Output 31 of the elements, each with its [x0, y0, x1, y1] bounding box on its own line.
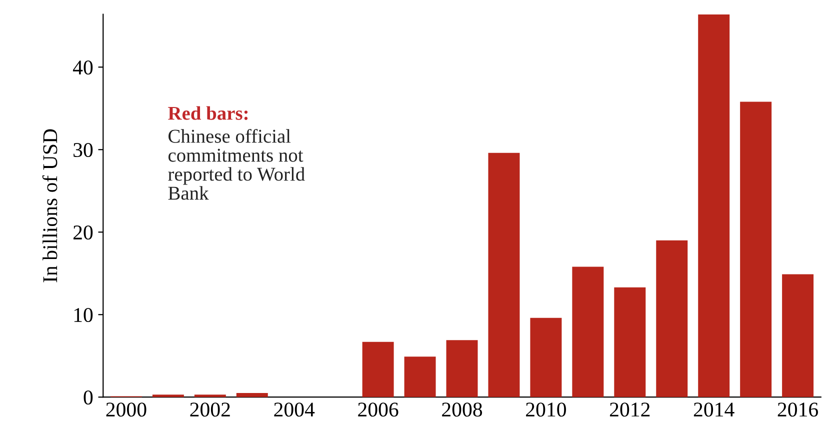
y-tick-label: 10 [74, 308, 93, 322]
bar [782, 274, 814, 398]
bar [740, 102, 772, 398]
bar [404, 356, 436, 398]
y-tick-label: 0 [84, 390, 93, 405]
y-tick-label: 20 [73, 225, 93, 240]
bar [488, 152, 520, 398]
x-tick-label: 2006 [358, 402, 398, 417]
x-tick-label: 2008 [442, 402, 482, 417]
x-tick-label: 2014 [694, 402, 734, 417]
bar [656, 240, 688, 398]
x-tick-label: 2010 [526, 402, 566, 417]
x-tick-label: 2012 [610, 402, 650, 417]
bar [194, 394, 226, 398]
x-tick-label: 2016 [778, 402, 818, 417]
y-tick-label: 30 [74, 142, 93, 158]
bar [446, 340, 478, 398]
bar [614, 287, 646, 398]
y-axis-title: In billions of USD [42, 129, 58, 282]
bar [572, 266, 604, 398]
bar [530, 318, 562, 398]
x-tick-label: 2002 [190, 402, 230, 417]
y-tick-label: 40 [72, 60, 93, 75]
x-tick-label: 2004 [274, 402, 315, 417]
x-tick-label: 2000 [106, 402, 146, 417]
annotation: Chinese official commitments not reported to World Bank [168, 128, 305, 200]
annotation: Red bars: [168, 106, 248, 120]
bar [362, 342, 394, 398]
bar [236, 392, 268, 398]
bar [698, 14, 730, 398]
bar [152, 394, 184, 398]
